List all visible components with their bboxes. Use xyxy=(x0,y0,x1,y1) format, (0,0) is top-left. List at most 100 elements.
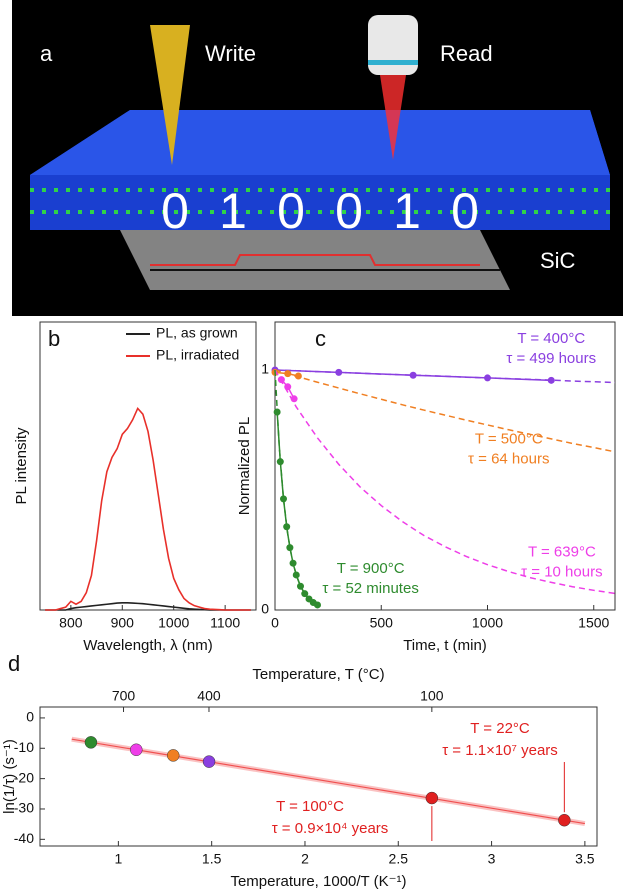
x-tick-label: 900 xyxy=(111,615,135,631)
x-axis-label: Time, t (min) xyxy=(403,637,487,654)
data-point xyxy=(292,571,300,579)
plot-frame xyxy=(39,706,598,847)
data-point xyxy=(273,408,281,416)
data-point xyxy=(84,736,98,749)
annotation: T = 22°C xyxy=(470,720,530,737)
data-point xyxy=(276,458,284,466)
x2-tick-label: 100 xyxy=(420,688,444,704)
y-tick-label: -40 xyxy=(14,830,34,846)
read-label: Read xyxy=(440,41,493,66)
data-point xyxy=(335,368,343,376)
readout-trace xyxy=(150,254,480,266)
annotation: τ = 1.1×10⁷ years xyxy=(442,742,558,759)
annotation: T = 100°C xyxy=(276,798,344,815)
data-point xyxy=(297,582,304,590)
data-point xyxy=(425,791,439,805)
data-point xyxy=(130,743,143,757)
panel-label: a xyxy=(40,41,53,66)
annotation: τ = 10 hours xyxy=(521,563,602,580)
plot-frame xyxy=(274,321,616,611)
x-tick-label: 1000 xyxy=(158,615,189,631)
x-tick-label: 1000 xyxy=(472,615,503,631)
x2-axis-label: Temperature, T (°C) xyxy=(252,666,384,683)
annotation: τ = 52 minutes xyxy=(322,580,418,597)
data-point xyxy=(286,544,294,552)
material-label: SiC xyxy=(540,248,576,273)
x-tick-label: 500 xyxy=(370,615,394,631)
data-point xyxy=(409,371,417,379)
annotation: T = 400°C xyxy=(517,330,585,347)
annotation: τ = 0.9×10⁴ years xyxy=(272,820,389,837)
bit: 1 xyxy=(219,183,247,239)
panel-label: c xyxy=(315,326,326,351)
data-point xyxy=(166,749,180,762)
data-point xyxy=(294,372,302,380)
data-point xyxy=(314,601,321,609)
x-tick-label: 1100 xyxy=(210,615,240,631)
legend-label: PL, as grown xyxy=(156,325,238,341)
data-point xyxy=(558,813,571,827)
fit-curve xyxy=(274,369,616,453)
write-beam xyxy=(150,25,190,165)
y-tick-label: 0 xyxy=(261,601,269,617)
bit: 0 xyxy=(335,183,363,239)
x-tick-label: 0 xyxy=(271,615,279,631)
x-tick-label: 1500 xyxy=(578,615,609,631)
x-tick-label: 800 xyxy=(59,615,83,631)
data-point xyxy=(484,374,491,382)
objective-ring xyxy=(368,60,418,65)
y-tick-label: 0 xyxy=(26,709,34,725)
write-label: Write xyxy=(205,41,256,66)
bit: 0 xyxy=(451,183,479,239)
x-axis-label: Temperature, 1000/T (K⁻¹) xyxy=(230,873,406,890)
data-point xyxy=(283,523,291,531)
panel-label: d xyxy=(8,651,20,676)
substrate-plane xyxy=(120,230,510,290)
data-point xyxy=(280,495,287,503)
bit: 0 xyxy=(161,183,189,239)
legend-label: PL, irradiated xyxy=(156,347,239,363)
x-tick-label: 2 xyxy=(301,851,309,867)
y-tick-label: 1 xyxy=(261,361,269,377)
data-point xyxy=(290,395,298,403)
plot-frame xyxy=(39,321,257,611)
x-tick-label: 2.5 xyxy=(389,851,409,867)
y-axis-label: ln(1/τ) (s⁻¹) xyxy=(1,739,18,814)
data-point xyxy=(284,383,292,391)
x2-tick-label: 400 xyxy=(197,688,221,704)
annotation: τ = 499 hours xyxy=(506,350,596,367)
panel-label: b xyxy=(48,326,60,351)
x-tick-label: 1.5 xyxy=(202,851,222,867)
data-point xyxy=(547,376,555,384)
sic-top xyxy=(30,110,610,175)
data-point xyxy=(202,755,216,768)
x-tick-label: 1 xyxy=(114,851,122,867)
data-point xyxy=(277,376,285,384)
y-axis-label: PL intensity xyxy=(13,427,30,504)
bit: 0 xyxy=(277,183,305,239)
fit-curve xyxy=(274,369,616,595)
x2-tick-label: 700 xyxy=(112,688,136,704)
annotation: τ = 64 hours xyxy=(468,451,549,468)
read-beam xyxy=(380,75,406,160)
series-line xyxy=(45,406,251,611)
y-tick-label: -10 xyxy=(14,739,34,755)
data-point xyxy=(284,370,292,378)
x-tick-label: 3 xyxy=(488,851,496,867)
objective xyxy=(368,15,418,75)
y-axis-label: Normalized PL xyxy=(236,417,253,515)
data-point xyxy=(289,559,297,567)
y-tick-label: -30 xyxy=(14,800,34,816)
x-axis-label: Wavelength, λ (nm) xyxy=(83,637,213,654)
annotation: T = 639°C xyxy=(528,543,596,560)
fit-line xyxy=(71,738,585,825)
y-tick-label: -20 xyxy=(14,769,34,785)
data-point xyxy=(301,590,309,598)
x-tick-label: 3.5 xyxy=(575,851,595,867)
annotation: T = 500°C xyxy=(475,431,543,448)
bit: 1 xyxy=(393,183,421,239)
annotation: T = 900°C xyxy=(337,560,405,577)
